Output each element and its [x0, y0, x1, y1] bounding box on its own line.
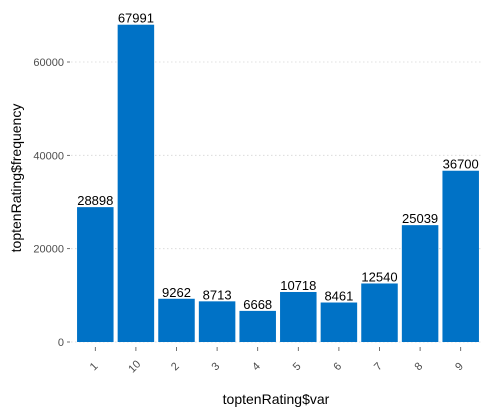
bar: [401, 225, 439, 342]
bars: [77, 24, 479, 342]
data-label: 8713: [203, 287, 232, 302]
x-tick-label: 9: [453, 360, 466, 373]
data-label: 25039: [402, 211, 438, 226]
data-label: 10718: [280, 278, 316, 293]
data-label: 12540: [361, 269, 397, 284]
x-tick-label: 7: [372, 360, 385, 373]
bar: [198, 301, 236, 342]
y-tick-label: 0: [58, 337, 64, 349]
x-axis-title: toptenRating$var: [223, 391, 330, 407]
y-tick-label: 20000: [33, 244, 64, 256]
y-tick-label: 40000: [33, 150, 64, 162]
x-tick-label: 3: [210, 360, 223, 373]
x-tick-label: 4: [250, 360, 263, 373]
data-label: 28898: [77, 193, 113, 208]
bar: [280, 291, 317, 342]
data-label: 8461: [324, 289, 353, 304]
y-axis: 0 20000 40000 60000: [33, 57, 70, 349]
bar: [239, 310, 276, 342]
bar: [320, 302, 358, 342]
x-axis: 1 10 2 3 4 5 6 7 8 9: [88, 347, 466, 375]
data-label: 6668: [243, 297, 272, 312]
data-label: 36700: [443, 157, 479, 172]
x-tick-label: 2: [169, 360, 182, 373]
x-tick-label: 6: [331, 360, 344, 373]
bar: [442, 170, 479, 342]
y-axis-title: toptenRating$frequency: [8, 104, 24, 253]
data-labels: 28898 67991 9262 8713 6668 10718 8461 12540 2503…: [77, 11, 479, 312]
x-tick-label: 5: [291, 360, 304, 373]
x-tick-label: 1: [88, 360, 101, 373]
bar: [158, 298, 195, 342]
x-tick-label: 8: [413, 360, 426, 373]
bar: [117, 24, 155, 342]
data-label: 67991: [118, 11, 154, 26]
bar: [361, 283, 398, 342]
bar: [77, 207, 114, 342]
data-label: 9262: [162, 285, 191, 300]
x-tick-label: 10: [126, 358, 143, 375]
y-tick-label: 60000: [33, 57, 64, 69]
